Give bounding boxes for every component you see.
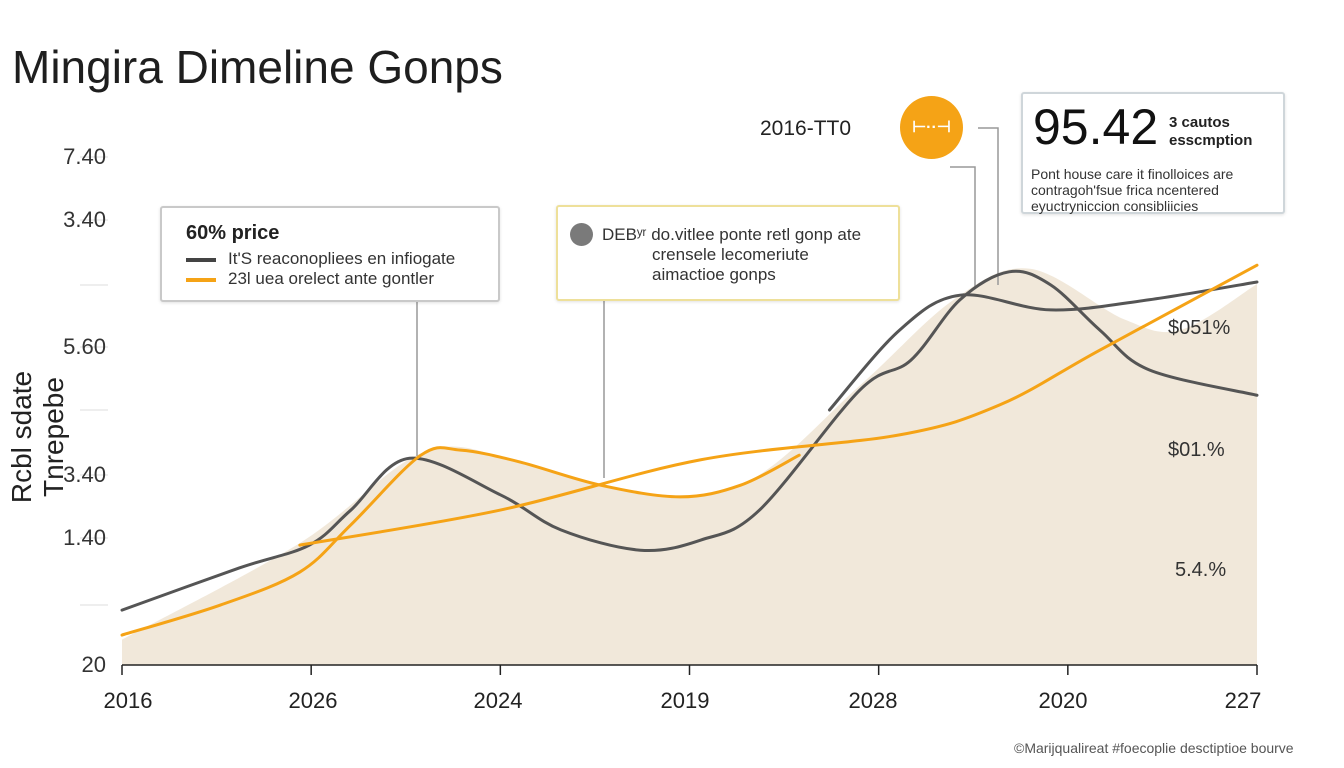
legend-item: It'S reaconopliees en infiogate [186, 249, 455, 269]
range-badge-icon: ⊢··⊣ [900, 96, 963, 159]
stat-subtitle: 3 cautos esscmption [1169, 114, 1252, 150]
x-tick: 2020 [1038, 688, 1088, 713]
y-tick: 5.60 [63, 334, 106, 359]
note-line: crensele lecomeriute [652, 245, 809, 264]
stat-sub2: esscmption [1169, 132, 1253, 149]
legend-label: It'S reaconopliees en infiogate [228, 249, 456, 268]
y-tick: 3.40 [63, 462, 106, 487]
y-tick: 7.40 [63, 144, 106, 169]
data-label: $051% [1168, 317, 1231, 339]
stat-value: 95.42 [1033, 99, 1159, 155]
annotation-note: DEBʸʳ do.vitlee ponte retl gonp ate cren… [556, 205, 900, 301]
callout-line [950, 166, 976, 288]
x-tick: 2016 [103, 688, 153, 713]
stat-sub1: 3 cautos [1169, 114, 1230, 131]
y-tick: 1.40 [63, 525, 106, 550]
legend-swatch [186, 257, 216, 262]
series-line-1 [827, 280, 1259, 412]
note-line: aimactioe gonps [652, 265, 776, 284]
series-line-0 [120, 269, 1259, 612]
y-tick: 3.40 [63, 207, 106, 232]
legend-item: 23l uea orelect ante gontler [186, 269, 434, 289]
legend-label: 23l uea orelect ante gontler [228, 269, 435, 288]
stat-description: Pont house care it finolloices are contr… [1031, 166, 1233, 214]
stat-desc-line: Pont house care it finolloices are [1031, 166, 1234, 182]
note-line: DEBʸʳ do.vitlee ponte retl gonp ate [602, 225, 862, 244]
legend: 60% price It'S reaconopliees en infiogat… [160, 206, 500, 302]
legend-title: 60% price [186, 222, 280, 244]
series-line-2 [120, 446, 801, 637]
y-axis-label: Rcbl sdate Tnrepebe [6, 370, 69, 504]
y-tick: 20 [81, 652, 106, 677]
x-tick: 2028 [848, 688, 898, 713]
footer-credit: ©Marijqualireat #foecoplie desctiptioe b… [1014, 740, 1294, 756]
stat-card: 95.42 3 cautos esscmption Pont house care… [1021, 92, 1285, 214]
date-label: 2016-TT0 [760, 117, 852, 140]
series-line-3 [298, 263, 1259, 547]
legend-swatch [186, 277, 216, 282]
stat-desc-line: contragoh'fsue frica ncentered [1031, 182, 1219, 198]
x-tick: 2024 [473, 688, 523, 713]
data-label: $01.% [1168, 439, 1225, 461]
chart-title: Mingira Dimeline Gonps [12, 41, 503, 93]
x-tick: 2026 [288, 688, 338, 713]
circle-icon [570, 223, 593, 246]
stat-desc-line: eyuctryniccion consibliicies [1031, 198, 1199, 214]
area-fill [122, 268, 1257, 665]
data-label: 5.4.% [1175, 559, 1227, 581]
x-tick: 2019 [660, 688, 710, 713]
x-tick: 227 [1224, 688, 1262, 713]
callout-line [978, 127, 999, 285]
